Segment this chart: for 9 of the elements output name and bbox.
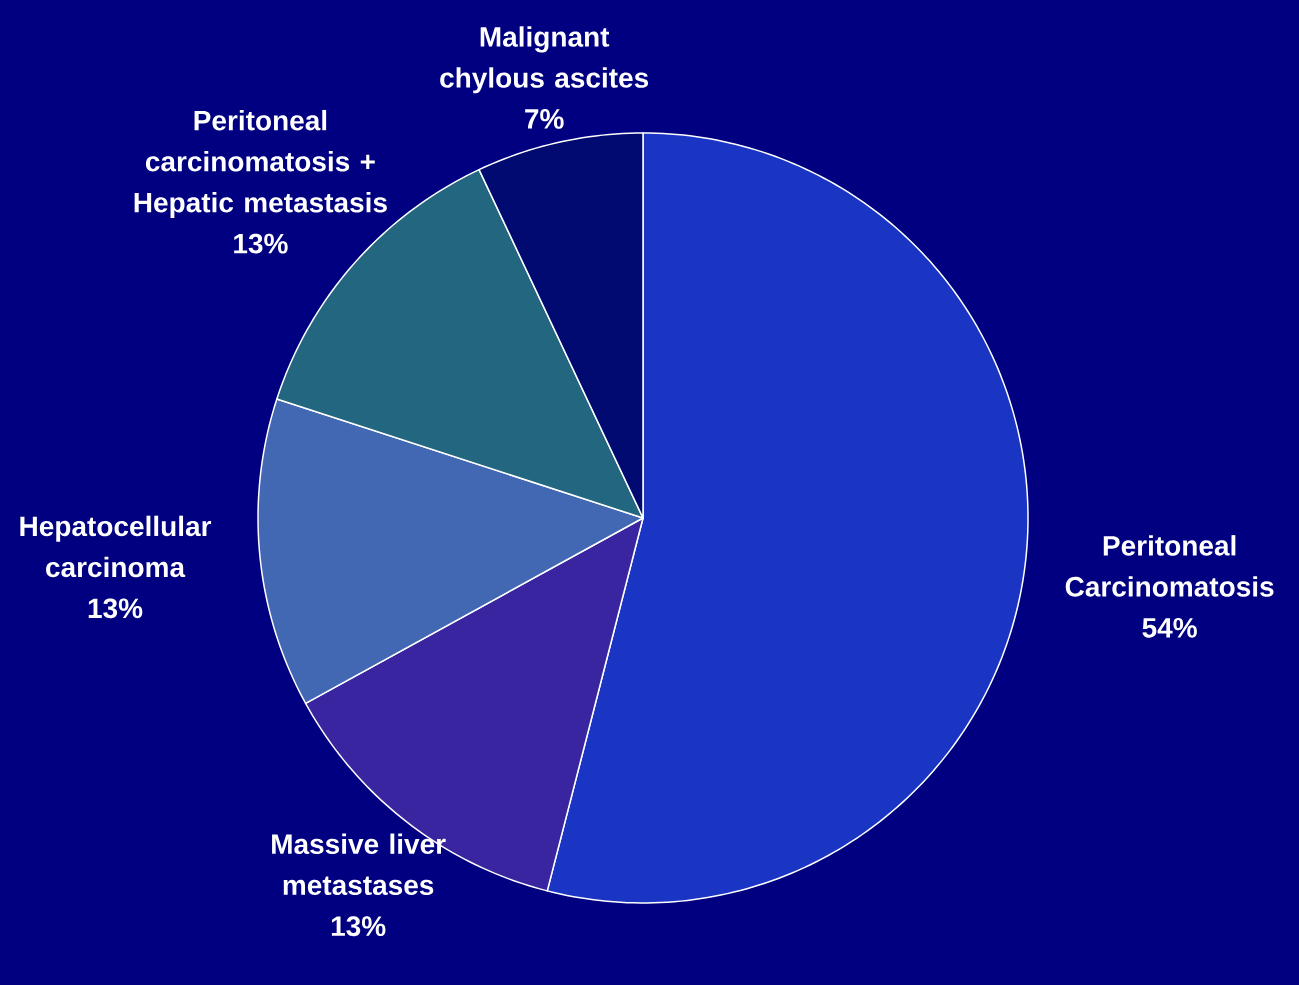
- data-label: 7%: [525, 109, 564, 129]
- slice-label: Malignant chylous ascites: [440, 26, 649, 94]
- slice-label: Peritoneal Carcinomatosis: [1065, 535, 1274, 597]
- data-label: 13%: [88, 598, 143, 619]
- slice-label: Hepatocellular carcinoma: [20, 515, 212, 578]
- slice-label: Peritoneal carcinomatosis + Hepatic metastasis: [134, 109, 387, 219]
- data-label: 54%: [1142, 617, 1197, 638]
- data-label: 13%: [234, 233, 288, 254]
- data-label: 13%: [331, 916, 386, 937]
